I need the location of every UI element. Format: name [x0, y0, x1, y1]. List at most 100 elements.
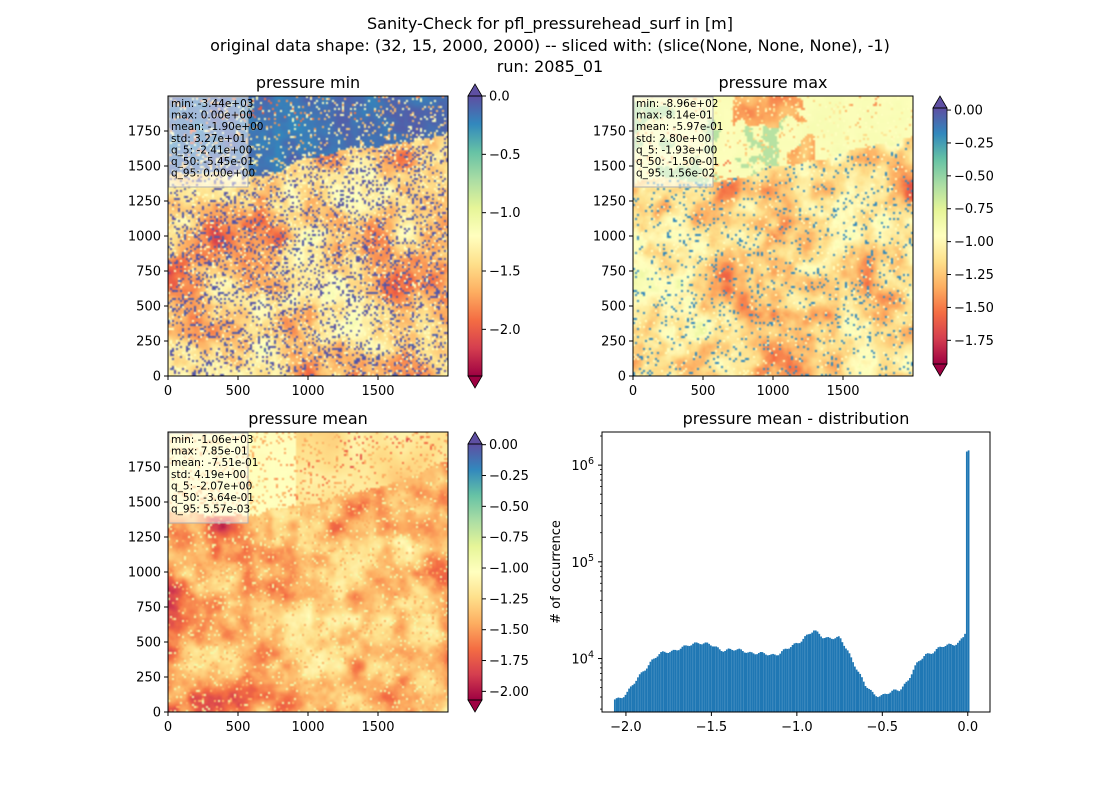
y-tick-label: 1500: [128, 160, 161, 175]
panel-pressure-max: pressure max 0 500 1000 1500 0 250 500 750 1000 12…: [593, 73, 994, 399]
colorbar-tick-label: −1.5: [489, 265, 521, 280]
y-tick-label: 1250: [593, 195, 626, 210]
histogram-bar: [949, 643, 952, 712]
histogram-bar: [761, 652, 764, 712]
histogram-bar: [777, 655, 780, 712]
colorbar-frame: [467, 95, 483, 377]
histogram-bar: [836, 636, 838, 712]
histogram-bar: [946, 644, 949, 712]
x-tick-label: 0: [164, 720, 172, 735]
histogram-bar: [765, 654, 767, 712]
histogram-bar: [953, 645, 956, 712]
panel-title-min: pressure min: [256, 73, 360, 92]
y-tick-label: 0: [618, 370, 626, 385]
histogram-bar: [923, 656, 926, 712]
histogram-bar: [699, 644, 702, 712]
stats-box-background: [168, 432, 249, 524]
histogram-bar: [889, 692, 892, 712]
histogram-bar: [848, 653, 851, 712]
histogram-bar: [955, 644, 958, 712]
histogram-bar: [804, 636, 806, 712]
histogram-bar: [679, 648, 682, 712]
histogram-bar: [752, 653, 755, 712]
stat-line: max: 0.00e+00: [171, 110, 253, 122]
stat-line: q_95: 1.56e-02: [636, 168, 715, 180]
y-tick-label: 1500: [593, 160, 626, 175]
histogram-bar: [681, 646, 684, 712]
histogram-bar: [962, 637, 965, 712]
histogram-bar: [647, 665, 650, 712]
colorbar-tick-label: −1.50: [489, 623, 529, 638]
y-tick-label: 500: [136, 636, 161, 651]
y-tick-label: 750: [136, 601, 161, 616]
histogram-bar: [951, 645, 954, 712]
stat-line: q_50: -1.50e-01: [636, 156, 719, 168]
histogram-bar: [736, 649, 739, 712]
stat-line: std: 3.27e+01: [171, 133, 246, 145]
histogram-bar: [779, 653, 782, 712]
histogram-bar: [788, 648, 790, 712]
histogram-bar: [866, 687, 869, 712]
stat-line: max: 7.85e-01: [171, 446, 248, 458]
histogram-bar: [813, 630, 815, 712]
panel-title-distribution: pressure mean - distribution: [683, 409, 910, 428]
histogram-bar: [798, 643, 801, 712]
y-tick-label: 104: [571, 650, 594, 668]
histogram-bar: [701, 644, 703, 712]
histogram-bar: [816, 631, 819, 712]
y-tick-label: 750: [136, 265, 161, 280]
colorbar-tick-label: −0.25: [954, 136, 994, 151]
histogram-bar: [690, 645, 693, 712]
histogram-bar: [743, 652, 746, 712]
histogram-bar: [887, 693, 890, 712]
histogram-bar: [741, 651, 744, 712]
stat-line: min: -3.44e+03: [171, 98, 253, 110]
histogram-bar: [930, 653, 933, 712]
histogram-bar: [686, 645, 689, 712]
colorbar-tick-label: −2.0: [489, 323, 521, 338]
y-tick-label: 1000: [128, 230, 161, 245]
histogram-bar: [745, 652, 748, 712]
y-tick-label: 1500: [128, 496, 161, 511]
stat-line: mean: -7.51e-01: [171, 457, 258, 469]
histogram-bar: [622, 697, 625, 712]
x-tick-label: 500: [691, 384, 716, 399]
histogram-bar: [667, 652, 670, 712]
colorbar-mean: 0.00 −0.25 −0.50 −0.75 −1.00 −1.25 −1.50 −1.75 −…: [467, 431, 529, 713]
suptitle-line-2: original data shape: (32, 15, 2000, 2000…: [210, 36, 890, 55]
x-tick-label: 1500: [361, 384, 394, 399]
histogram-bar: [704, 642, 707, 712]
histogram-bar: [717, 647, 719, 712]
stats-box-background: [633, 96, 714, 188]
histogram-bar: [770, 654, 773, 712]
colorbar-tick-label: −1.00: [954, 235, 994, 250]
histogram-bar: [644, 670, 646, 712]
histogram-bar: [715, 646, 718, 712]
histogram-bar: [740, 649, 742, 712]
histogram-bar: [773, 654, 776, 712]
histogram-bar: [933, 651, 936, 712]
colorbar-frame: [467, 443, 483, 701]
histogram-bar: [733, 650, 735, 712]
colorbar-tick-label: −1.25: [489, 592, 529, 607]
colorbar-extend-top: [467, 431, 483, 445]
histogram-bar: [900, 689, 902, 712]
histogram-bar: [766, 655, 769, 712]
histogram-bar: [875, 696, 878, 712]
histogram-bar: [910, 674, 913, 712]
stat-line: std: 4.19e+00: [171, 469, 246, 481]
histogram-bar: [861, 677, 863, 712]
histogram-bar: [685, 645, 687, 712]
histogram-bar: [615, 698, 618, 712]
histogram-bar: [914, 665, 917, 712]
colorbar-tick-label: −0.75: [954, 202, 994, 217]
y-axis-label: # of occurrence: [549, 520, 564, 624]
histogram-bar: [633, 683, 636, 712]
histogram-bar: [708, 643, 710, 712]
histogram-bar: [706, 642, 709, 712]
histogram-bar: [670, 650, 673, 712]
y-tick-label: 1000: [128, 566, 161, 581]
colorbar-tick-label: −2.00: [489, 685, 529, 700]
histogram-bar: [759, 652, 762, 712]
histogram-bar: [916, 662, 918, 712]
